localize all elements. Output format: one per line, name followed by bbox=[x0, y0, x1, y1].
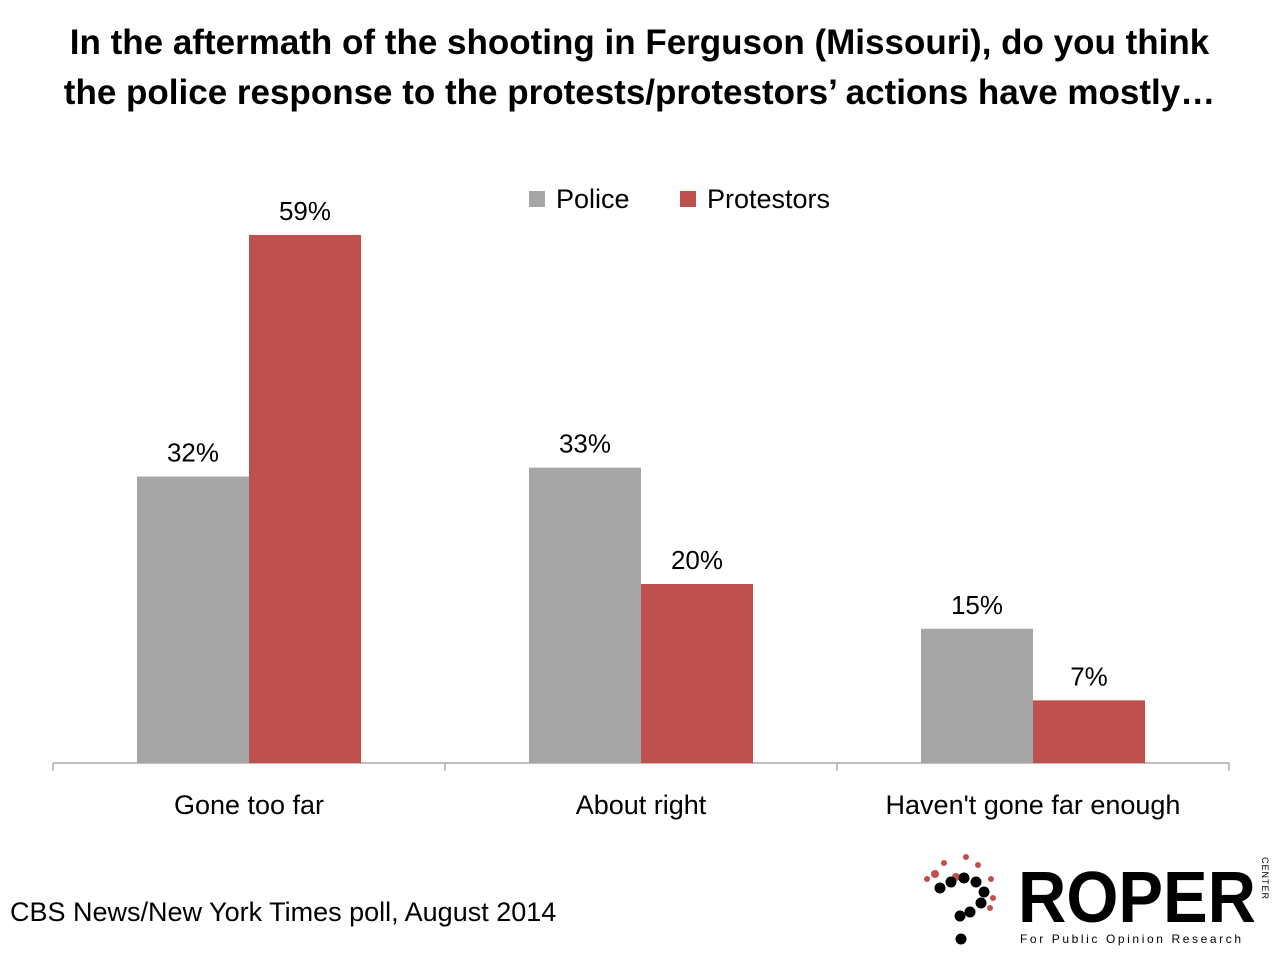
legend-label-protestors: Protestors bbox=[707, 184, 830, 214]
bar-protestors bbox=[641, 584, 753, 763]
data-label-police: 15% bbox=[951, 590, 1003, 620]
roper-center-logo: ROPER CENTER For Public Opinion Research bbox=[924, 854, 1270, 946]
source-note: CBS News/New York Times poll, August 201… bbox=[10, 897, 557, 927]
roper-logo-tagline: For Public Opinion Research bbox=[1020, 932, 1244, 946]
data-label-protestors: 59% bbox=[279, 196, 331, 226]
data-label-protestors: 20% bbox=[671, 545, 723, 575]
chart-title: In the aftermath of the shooting in Ferg… bbox=[0, 18, 1279, 118]
roper-logo-name: ROPER bbox=[1018, 858, 1256, 938]
category-label: Haven't gone far enough bbox=[886, 790, 1181, 820]
legend-swatch-police bbox=[529, 191, 545, 207]
roper-logo-center: CENTER bbox=[1260, 857, 1270, 900]
bar-protestors bbox=[1033, 700, 1145, 763]
bar-police bbox=[529, 467, 641, 763]
bar-protestors bbox=[249, 234, 361, 763]
chart-title-line-1: In the aftermath of the shooting in Ferg… bbox=[69, 23, 1210, 62]
legend-swatch-protestors bbox=[680, 191, 696, 207]
data-label-protestors: 7% bbox=[1070, 661, 1108, 691]
legend-label-police: Police bbox=[556, 184, 630, 214]
bar-police bbox=[137, 476, 249, 763]
data-label-police: 33% bbox=[559, 429, 611, 459]
category-label: Gone too far bbox=[174, 790, 324, 820]
data-label-police: 32% bbox=[167, 438, 219, 468]
chart-title-line-2: the police response to the protests/prot… bbox=[63, 73, 1216, 112]
roper-mark-icon bbox=[924, 854, 996, 945]
category-label: About right bbox=[576, 790, 707, 820]
bar-police bbox=[921, 628, 1033, 763]
